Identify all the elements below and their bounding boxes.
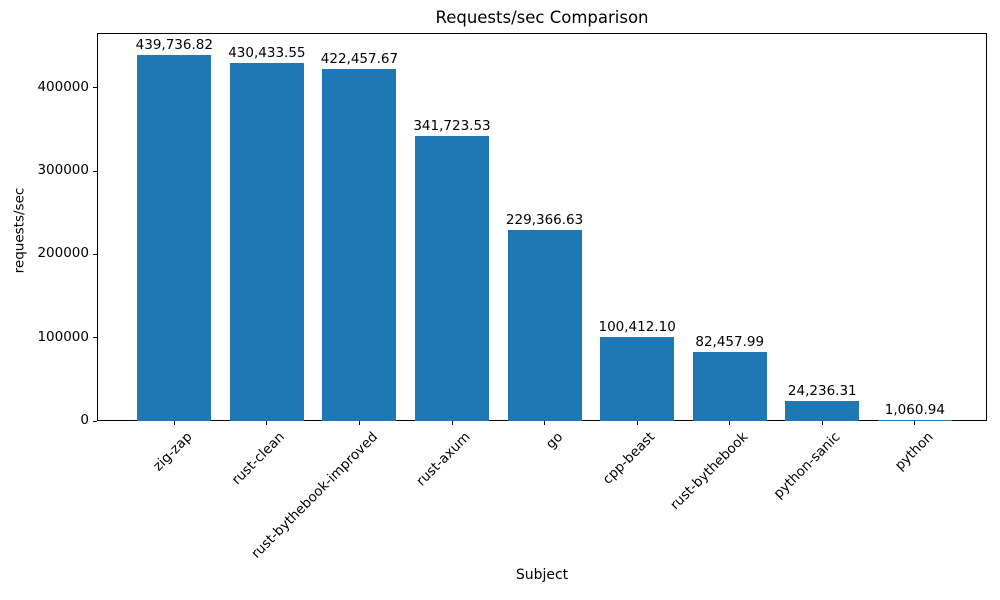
x-tick-label-python-sanic: python-sanic: [770, 429, 844, 502]
x-tick-mark: [914, 421, 916, 425]
y-tick-label: 100000: [37, 328, 89, 345]
x-tick-label-go: go: [542, 429, 566, 453]
bar-cpp-beast: [600, 337, 675, 421]
x-tick-mark: [544, 421, 546, 425]
bar-value-label: 439,736.82: [135, 36, 213, 53]
y-tick-mark: [93, 337, 97, 339]
x-tick-mark: [173, 421, 175, 425]
x-tick-label-zig-zap: zig-zap: [150, 429, 196, 475]
y-tick-mark: [93, 170, 97, 172]
bar-value-label: 24,236.31: [787, 382, 857, 399]
bar-rust-bythebook: [692, 352, 767, 421]
bar-value-label: 229,366.63: [505, 212, 584, 229]
bar-value-label: 422,457.67: [320, 51, 399, 68]
bar-value-label: 82,457.99: [695, 334, 765, 351]
x-tick-mark: [358, 421, 360, 425]
y-tick-mark: [93, 253, 97, 255]
bar-go: [507, 230, 582, 421]
x-tick-label-python: python: [891, 429, 937, 474]
bar-value-label: 341,723.53: [413, 118, 491, 135]
y-tick-mark: [93, 420, 97, 422]
x-tick-label-rust-clean: rust-clean: [229, 429, 289, 489]
chart-title: Requests/sec Comparison: [435, 8, 649, 27]
bar-value-label: 1,060.94: [884, 401, 945, 418]
bar-python-sanic: [785, 400, 860, 421]
y-tick-label: 400000: [37, 78, 89, 95]
bar-rust-axum: [415, 136, 489, 421]
y-tick-mark: [93, 87, 97, 89]
bar-rust-bythebook-improved: [322, 69, 397, 421]
y-tick-label: 0: [80, 412, 89, 428]
bar-value-label: 430,433.55: [228, 44, 306, 61]
x-tick-label-cpp-beast: cpp-beast: [599, 429, 659, 488]
x-tick-mark: [451, 421, 453, 425]
x-tick-mark: [636, 421, 638, 425]
y-tick-label: 200000: [37, 245, 89, 262]
x-tick-label-rust-axum: rust-axum: [413, 429, 474, 490]
bar-value-label: 100,412.10: [598, 319, 676, 336]
y-tick-label: 300000: [37, 162, 89, 179]
x-tick-label-rust-bythebook: rust-bythebook: [666, 429, 752, 514]
bar-python: [877, 419, 952, 421]
bar-rust-clean: [229, 62, 304, 421]
x-axis-label: Subject: [515, 567, 569, 583]
x-tick-mark: [729, 421, 731, 425]
bar-zig-zap: [137, 54, 212, 421]
x-tick-mark: [266, 421, 268, 425]
x-tick-mark: [821, 421, 823, 425]
